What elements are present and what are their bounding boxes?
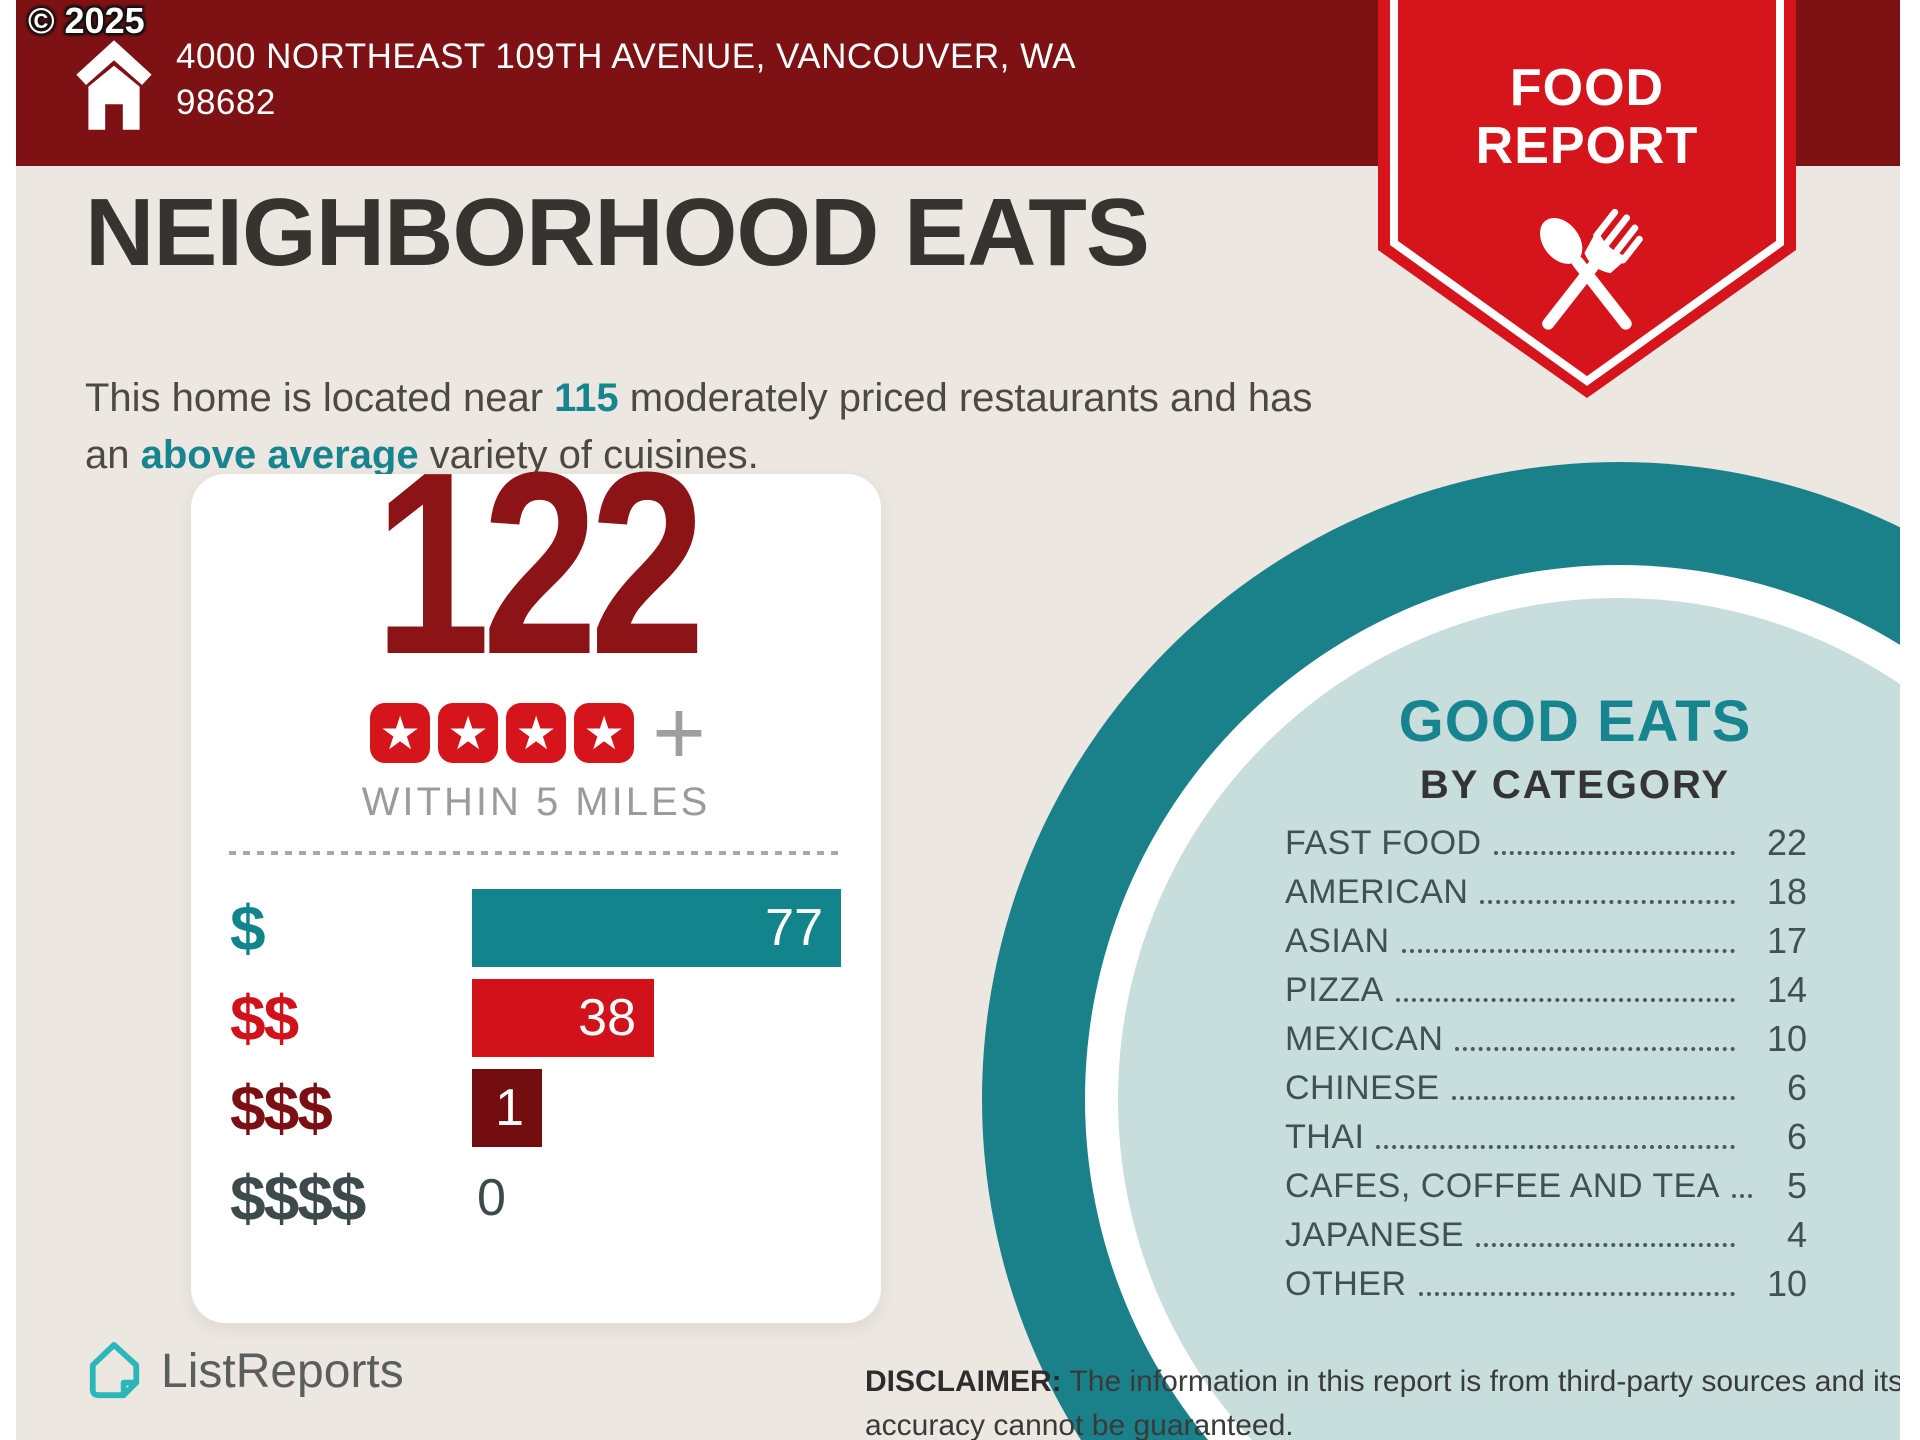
- intro-segment: variety of cuisines.: [418, 433, 759, 477]
- price-tier-label: $$$: [230, 1072, 333, 1144]
- category-label: ASIAN: [1285, 921, 1390, 960]
- price-row: $$$ 1: [230, 1069, 859, 1147]
- category-value: 17: [1766, 920, 1807, 962]
- disclaimer-text: The information in this report is from t…: [865, 1365, 1900, 1440]
- price-bar-value: 77: [765, 899, 823, 957]
- star-glyph: ★: [379, 706, 421, 760]
- price-zero-value: 0: [477, 1169, 506, 1227]
- page-title: NEIGHBORHOOD EATS: [85, 179, 1150, 286]
- category-row: MEXICAN 10: [1285, 1009, 1807, 1058]
- star-icon: ★: [574, 703, 635, 763]
- within-miles-label: WITHIN 5 MILES: [361, 780, 711, 824]
- intro-highlight: 115: [554, 376, 619, 420]
- star-rating: ★ ★ ★ ★ +: [191, 682, 881, 784]
- dotted-leader: [1401, 949, 1735, 953]
- intro-segment: moderately priced restaurants and has an: [85, 376, 1313, 477]
- category-value: 6: [1786, 1067, 1807, 1109]
- dotted-leader: [1418, 1292, 1735, 1296]
- star-icon: ★: [370, 703, 431, 763]
- category-label: OTHER: [1285, 1264, 1407, 1303]
- category-row: JAPANESE 4: [1285, 1205, 1807, 1254]
- category-value: 22: [1766, 822, 1807, 864]
- category-label: CHINESE: [1285, 1068, 1440, 1107]
- good-eats-subtitle: BY CATEGORY: [1419, 763, 1731, 807]
- good-eats-heading: GOOD EATS BY CATEGORY: [1315, 688, 1835, 808]
- dashed-divider: [229, 851, 843, 855]
- price-tier-label: $$: [230, 982, 299, 1054]
- disclaimer-label: DISCLAIMER:: [865, 1365, 1062, 1398]
- category-row: CAFES, COFFEE AND TEA 5: [1285, 1156, 1807, 1205]
- price-row: $$ 38: [230, 979, 859, 1057]
- category-label: AMERICAN: [1285, 872, 1469, 911]
- category-row: ASIAN 17: [1285, 911, 1807, 960]
- category-label: JAPANESE: [1285, 1215, 1465, 1254]
- spoon-and-fork-icon: [1539, 208, 1643, 330]
- listreports-logo-icon: [89, 1341, 140, 1399]
- star-glyph: ★: [447, 706, 489, 760]
- dotted-leader: [1451, 1096, 1735, 1100]
- copyright-watermark: © 2025: [28, 0, 145, 41]
- home-icon: [76, 40, 152, 130]
- listreports-brand: ListReports: [85, 1340, 404, 1402]
- category-value: 10: [1766, 1018, 1807, 1060]
- price-row: $77: [230, 889, 859, 967]
- property-address: 4000 NORTHEAST 109TH AVENUE, VANCOUVER, …: [176, 34, 1076, 126]
- category-value: 6: [1786, 1116, 1807, 1158]
- ribbon-title-line1: FOOD: [1509, 59, 1665, 117]
- category-value: 10: [1766, 1263, 1807, 1305]
- dotted-leader: [1493, 851, 1735, 855]
- category-value: 18: [1766, 871, 1807, 913]
- price-bar: 38: [472, 979, 654, 1057]
- star-icon: ★: [438, 703, 499, 763]
- category-label: CAFES, COFFEE AND TEA: [1285, 1166, 1720, 1205]
- address-line1: 4000 NORTHEAST 109TH AVENUE, VANCOUVER, …: [176, 37, 1077, 76]
- price-bar: 1: [472, 1069, 542, 1147]
- ribbon-shape: [1378, 0, 1796, 398]
- category-row: CHINESE 6: [1285, 1058, 1807, 1107]
- good-eats-list: FAST FOOD 22 AMERICAN 18 ASIAN 17 PIZZA 14 MEXIC…: [1285, 813, 1807, 1303]
- dotted-leader: [1376, 1145, 1735, 1149]
- report-page: 4000 NORTHEAST 109TH AVENUE, VANCOUVER, …: [16, 0, 1900, 1440]
- restaurant-count: 122: [374, 419, 705, 709]
- star-glyph: ★: [515, 706, 557, 760]
- category-row: AMERICAN 18: [1285, 862, 1807, 911]
- category-value: 14: [1766, 969, 1807, 1011]
- star-glyph: ★: [583, 706, 625, 760]
- brand-name: ListReports: [161, 1344, 404, 1398]
- address-line2: 98682: [176, 83, 276, 122]
- ribbon-title-line2: REPORT: [1475, 117, 1699, 175]
- intro-text: This home is located near 115 moderately…: [85, 370, 1315, 484]
- category-value: 5: [1786, 1165, 1807, 1207]
- price-tier-label: $$$$: [230, 1162, 366, 1234]
- dotted-leader: [1480, 900, 1735, 904]
- summary-card: 122 ★ ★ ★ ★ + WITHIN 5 MILES $77 $$ 38 $$$ 1 $$$$…: [191, 434, 881, 1323]
- category-value: 4: [1786, 1214, 1807, 1256]
- disclaimer: DISCLAIMER: The information in this repo…: [865, 1360, 1900, 1440]
- dotted-leader: [1731, 1194, 1752, 1198]
- intro-segment: This home is located near: [85, 376, 555, 420]
- dotted-leader: [1476, 1243, 1735, 1247]
- category-row: FAST FOOD 22: [1285, 813, 1807, 862]
- dotted-leader: [1395, 998, 1735, 1002]
- price-bar-value: 38: [578, 989, 636, 1047]
- category-row: PIZZA 14: [1285, 960, 1807, 1009]
- category-label: PIZZA: [1285, 970, 1384, 1009]
- plus-sign: +: [652, 682, 706, 784]
- dotted-leader: [1455, 1047, 1735, 1051]
- category-label: THAI: [1285, 1117, 1365, 1156]
- category-row: THAI 6: [1285, 1107, 1807, 1156]
- category-label: FAST FOOD: [1285, 823, 1482, 862]
- category-row: OTHER 10: [1285, 1254, 1807, 1303]
- price-bar: 77: [472, 889, 841, 967]
- category-label: MEXICAN: [1285, 1019, 1444, 1058]
- intro-highlight: above average: [140, 433, 419, 477]
- price-row: $$$$ 0: [230, 1159, 859, 1237]
- good-eats-title: GOOD EATS: [1398, 689, 1752, 754]
- star-icon: ★: [506, 703, 567, 763]
- price-tier-label: $: [230, 892, 266, 964]
- price-bar-value: 1: [495, 1079, 524, 1137]
- food-report-ribbon: FOOD REPORT: [1378, 0, 1796, 420]
